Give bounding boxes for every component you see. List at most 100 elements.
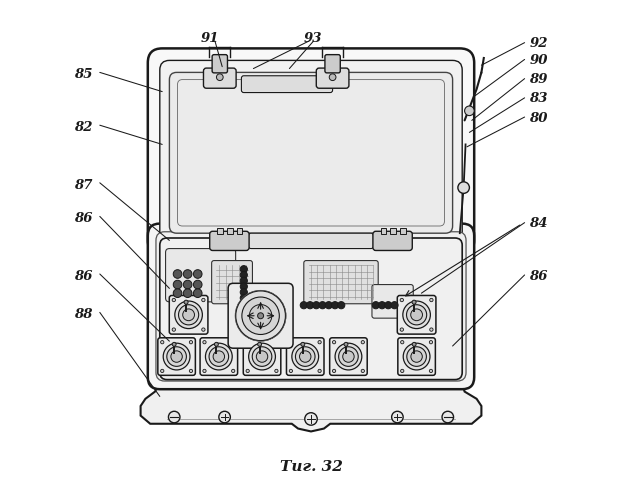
FancyBboxPatch shape (203, 68, 236, 88)
FancyBboxPatch shape (160, 238, 462, 380)
Circle shape (174, 270, 182, 278)
Circle shape (160, 340, 164, 344)
Circle shape (392, 412, 403, 423)
Circle shape (361, 340, 364, 344)
Circle shape (343, 351, 354, 362)
FancyBboxPatch shape (304, 260, 378, 304)
FancyBboxPatch shape (249, 233, 373, 248)
Circle shape (203, 340, 206, 344)
Circle shape (307, 302, 313, 309)
Text: 91: 91 (201, 32, 220, 46)
Circle shape (407, 304, 427, 325)
Circle shape (344, 342, 348, 346)
Circle shape (193, 270, 202, 278)
Circle shape (163, 343, 190, 370)
FancyBboxPatch shape (158, 338, 195, 376)
Circle shape (391, 302, 398, 309)
Circle shape (412, 300, 416, 304)
Circle shape (313, 302, 320, 309)
Circle shape (295, 347, 315, 366)
Circle shape (258, 342, 261, 346)
Polygon shape (141, 377, 481, 432)
Text: 84: 84 (529, 217, 548, 230)
Circle shape (319, 302, 326, 309)
Circle shape (465, 106, 474, 116)
Circle shape (275, 340, 278, 344)
Text: 86: 86 (529, 270, 548, 283)
FancyBboxPatch shape (330, 338, 367, 376)
Circle shape (332, 302, 338, 309)
Circle shape (160, 370, 164, 372)
Circle shape (246, 340, 249, 344)
Circle shape (407, 347, 427, 366)
Circle shape (203, 370, 206, 372)
FancyBboxPatch shape (148, 48, 474, 255)
Circle shape (318, 340, 321, 344)
Circle shape (275, 370, 278, 372)
Text: 86: 86 (74, 212, 93, 226)
Text: Τиг. 32: Τиг. 32 (279, 460, 343, 474)
Circle shape (189, 370, 193, 372)
Circle shape (411, 309, 422, 320)
Circle shape (256, 351, 267, 362)
Circle shape (289, 340, 292, 344)
Circle shape (400, 328, 404, 332)
Circle shape (184, 300, 188, 304)
FancyBboxPatch shape (397, 296, 436, 334)
Bar (381, 228, 386, 234)
Circle shape (258, 313, 264, 319)
Circle shape (429, 370, 432, 372)
Text: 89: 89 (529, 73, 548, 86)
Circle shape (240, 266, 248, 273)
Circle shape (242, 297, 279, 335)
FancyBboxPatch shape (243, 338, 281, 376)
Circle shape (338, 347, 358, 366)
Circle shape (249, 304, 272, 327)
Circle shape (193, 280, 202, 289)
FancyBboxPatch shape (211, 260, 253, 304)
Circle shape (305, 412, 317, 425)
Circle shape (193, 289, 202, 298)
Circle shape (442, 412, 453, 423)
Circle shape (183, 270, 192, 278)
Circle shape (429, 340, 432, 344)
Circle shape (174, 280, 182, 289)
FancyBboxPatch shape (148, 224, 474, 389)
Text: 83: 83 (529, 92, 548, 106)
Text: 87: 87 (74, 178, 93, 192)
Circle shape (400, 298, 404, 302)
FancyBboxPatch shape (316, 68, 349, 88)
Circle shape (300, 302, 307, 309)
Bar (218, 228, 223, 234)
Circle shape (430, 328, 433, 332)
Circle shape (219, 412, 230, 423)
Text: 86: 86 (74, 270, 93, 283)
Circle shape (231, 340, 235, 344)
Circle shape (240, 272, 248, 278)
Text: 90: 90 (529, 54, 548, 67)
Circle shape (231, 370, 235, 372)
Circle shape (205, 343, 232, 370)
Circle shape (246, 370, 249, 372)
Text: 82: 82 (74, 121, 93, 134)
Circle shape (183, 280, 192, 289)
FancyBboxPatch shape (165, 248, 236, 302)
Circle shape (253, 347, 272, 366)
FancyBboxPatch shape (212, 54, 228, 73)
Circle shape (171, 351, 182, 362)
Text: 93: 93 (304, 32, 323, 46)
Circle shape (458, 182, 470, 194)
FancyBboxPatch shape (228, 284, 293, 348)
Circle shape (167, 347, 187, 366)
Bar (400, 228, 406, 234)
Circle shape (335, 343, 362, 370)
FancyBboxPatch shape (169, 72, 453, 233)
Circle shape (329, 74, 336, 80)
Circle shape (213, 351, 225, 362)
Circle shape (175, 301, 202, 328)
Circle shape (372, 302, 379, 309)
Circle shape (289, 370, 292, 372)
FancyBboxPatch shape (169, 296, 208, 334)
Circle shape (325, 302, 332, 309)
Circle shape (179, 304, 198, 325)
